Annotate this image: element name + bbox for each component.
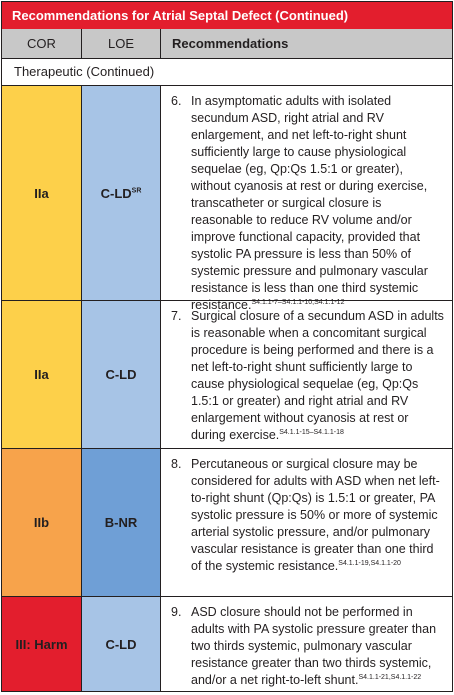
table-row: III: Harm C-LD 9. ASD closure should not… xyxy=(2,597,452,691)
recommendation-cell: 8. Percutaneous or surgical closure may … xyxy=(161,449,452,581)
recommendation-text: Percutaneous or surgical closure may be … xyxy=(191,457,440,573)
table-row: IIb B-NR 8. Percutaneous or surgical clo… xyxy=(2,449,452,597)
recommendation-text: Surgical closure of a secundum ASD in ad… xyxy=(191,309,444,442)
loe-cell: C-LD xyxy=(82,597,161,691)
cor-value: IIa xyxy=(34,185,49,201)
loe-cell: B-NR xyxy=(82,449,161,596)
cor-cell: IIa xyxy=(2,301,82,448)
table-row: IIa C-LDSR 6. In asymptomatic adults wit… xyxy=(2,86,452,312)
header-loe: LOE xyxy=(107,36,134,51)
recommendation-text: In asymptomatic adults with isolated sec… xyxy=(191,94,428,312)
cor-value: IIa xyxy=(34,367,49,382)
header-divider xyxy=(81,29,82,59)
cor-value: IIb xyxy=(33,515,50,530)
loe-cell: C-LD xyxy=(82,301,161,448)
cor-cell: IIa xyxy=(2,86,82,300)
recommendation-cell: 6. In asymptomatic adults with isolated … xyxy=(161,86,452,320)
cor-value: III: Harm xyxy=(15,636,68,652)
recommendation-number: 7. xyxy=(171,309,182,323)
recommendation-text: ASD closure should not be performed in a… xyxy=(191,605,437,687)
cor-cell: IIb xyxy=(2,449,82,596)
recommendation-number: 9. xyxy=(171,605,182,619)
loe-value: C-LD xyxy=(105,367,137,382)
reference-superscript: S4.1.1-19,S4.1.1-20 xyxy=(338,559,401,567)
reference-superscript: S4.1.1-21,S4.1.1-22 xyxy=(358,673,422,681)
header-divider xyxy=(160,29,161,59)
table-row: IIa C-LD 7. Surgical closure of a secund… xyxy=(2,301,452,449)
cor-cell: III: Harm xyxy=(2,597,82,691)
recommendation-cell: 9. ASD closure should not be performed i… xyxy=(161,597,452,695)
recommendation-number: 6. xyxy=(171,94,182,108)
loe-superscript: SR xyxy=(131,187,142,195)
recommendation-cell: 7. Surgical closure of a secundum ASD in… xyxy=(161,301,452,450)
section-label: Therapeutic (Continued) xyxy=(2,59,452,86)
loe-cell: C-LDSR xyxy=(82,86,161,300)
loe-value: C-LD xyxy=(105,636,137,652)
recommendation-number: 8. xyxy=(171,457,182,471)
table-header-row: COR LOE Recommendations xyxy=(2,29,452,59)
header-recommendations: Recommendations xyxy=(172,36,289,51)
table-title: Recommendations for Atrial Septal Defect… xyxy=(2,2,452,29)
header-cor: COR xyxy=(27,36,56,51)
loe-value: C-LDSR xyxy=(100,185,142,201)
reference-superscript: S4.1.1-7–S4.1.1-10,S4.1.1-12 xyxy=(251,298,345,306)
loe-value: B-NR xyxy=(104,515,138,530)
reference-superscript: S4.1.1-15–S4.1.1-18 xyxy=(279,428,344,436)
